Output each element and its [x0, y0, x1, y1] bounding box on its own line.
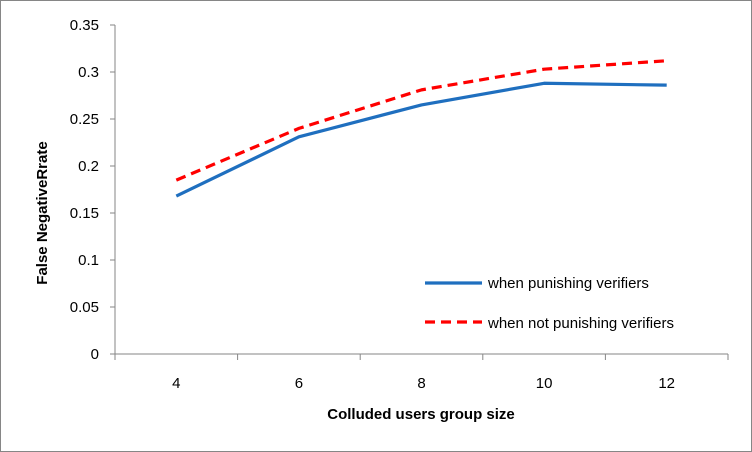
y-tick-label: 0.15: [70, 205, 99, 222]
x-tick-label: 6: [295, 375, 303, 392]
x-tick-label: 12: [658, 375, 675, 392]
y-tick-label: 0.05: [70, 299, 99, 316]
y-tick-label: 0.1: [78, 252, 99, 269]
series-line-not-punishing: [175, 59, 667, 182]
x-axis-title: Colluded users group size: [327, 406, 515, 423]
x-tick-label: 4: [172, 375, 180, 392]
axes: [110, 24, 729, 360]
y-tick-label: 0.35: [70, 17, 99, 34]
legend-label-punishing: when punishing verifiers: [487, 275, 649, 292]
y-tick-label: 0: [91, 346, 99, 363]
y-tick-label: 0.25: [70, 111, 99, 128]
y-tick-label: 0.3: [78, 64, 99, 81]
legend-label-not-punishing: when not punishing verifiers: [487, 315, 674, 332]
y-tick-label: 0.2: [78, 158, 99, 175]
x-tick-labels: 4 6 8 10 12: [172, 375, 675, 392]
y-tick-labels: 0 0.05 0.1 0.15 0.2 0.25 0.3 0.35: [70, 17, 99, 363]
series-lines: [175, 59, 667, 198]
x-tick-label: 8: [417, 375, 425, 392]
series-line-punishing: [175, 81, 667, 198]
y-axis-title: False NegativeRrate: [34, 141, 51, 284]
legend: when punishing verifiers when not punish…: [425, 275, 674, 332]
x-tick-label: 10: [536, 375, 553, 392]
